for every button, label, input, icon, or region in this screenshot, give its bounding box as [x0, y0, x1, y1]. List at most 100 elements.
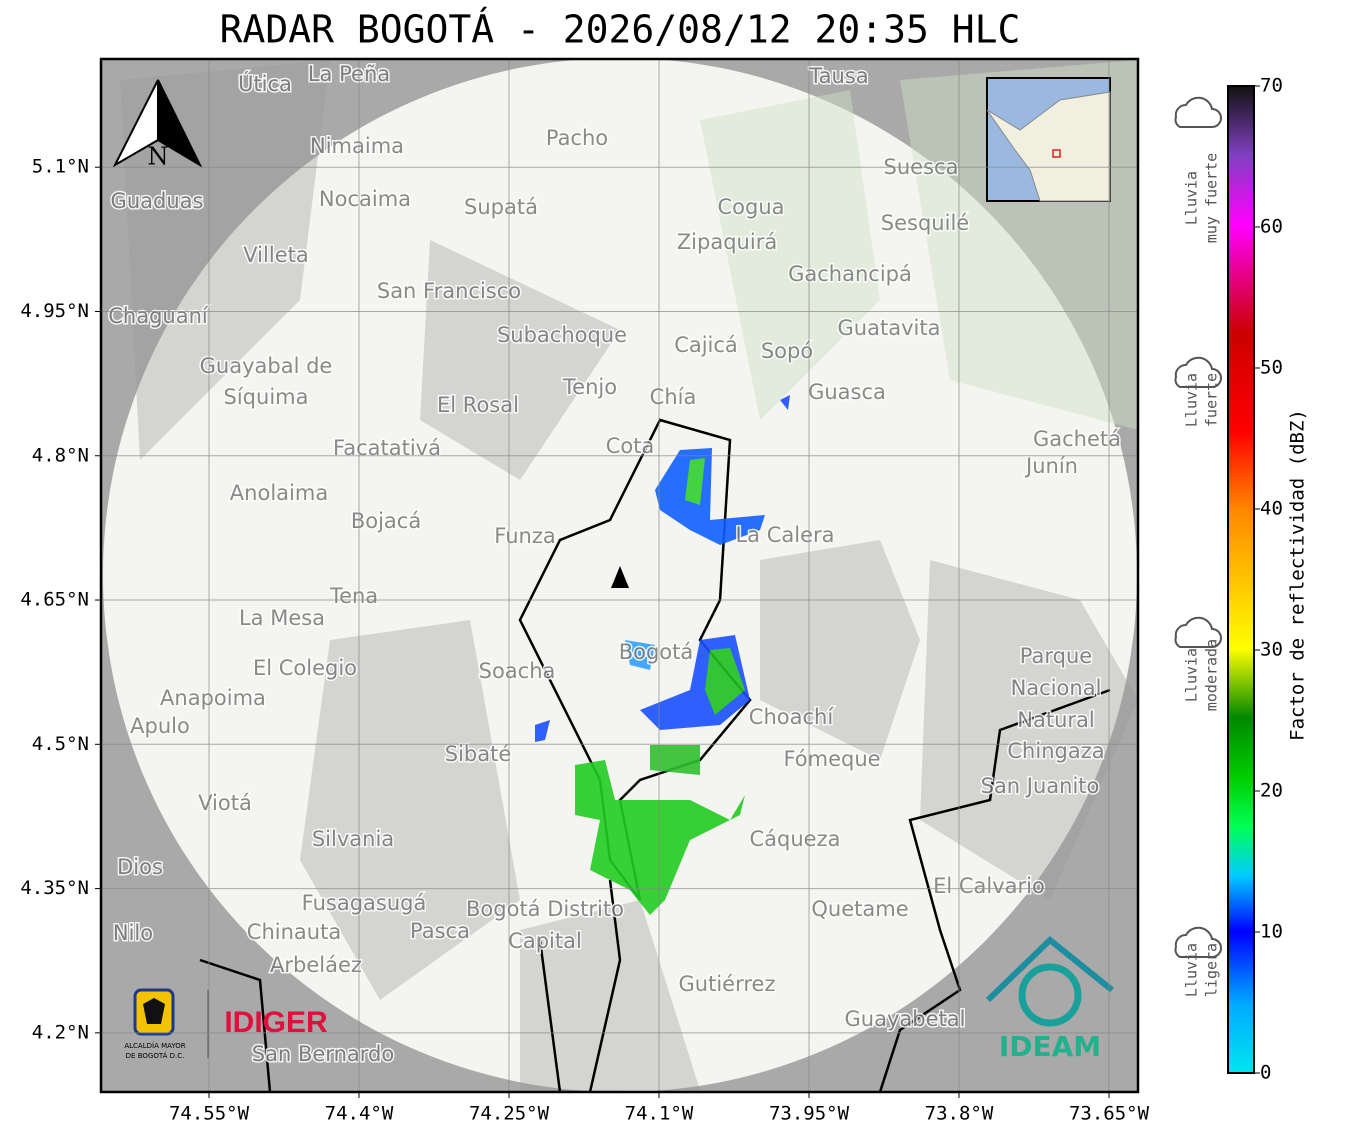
place-label: Guayabetal	[845, 1007, 966, 1031]
place-label: Tausa	[808, 64, 868, 88]
place-label: El Colegio	[253, 656, 357, 680]
alcaldia-text: ALCALDÍA MAYOR	[124, 1041, 185, 1050]
place-label: Subachoque	[497, 323, 627, 347]
y-tick-label: 4.95°N	[20, 300, 89, 322]
place-label: Útica	[238, 71, 292, 96]
place-label: Anolaima	[230, 481, 328, 505]
place-label: Silvania	[312, 827, 394, 851]
rain-category: fuerte	[1203, 373, 1221, 427]
map-frame	[99, 57, 1140, 1094]
x-tick-label: 74.55°W	[169, 1103, 250, 1125]
colorbar-tick-label: 0	[1260, 1062, 1271, 1084]
rain-category: Lluvia	[1183, 943, 1201, 997]
rain-category: moderada	[1203, 639, 1221, 711]
colorbar-tick-label: 30	[1260, 639, 1283, 661]
idiger-logo: IDIGER	[224, 1006, 328, 1039]
place-label: La Mesa	[239, 606, 325, 630]
rain-category: Lluvia	[1183, 373, 1201, 427]
place-label: Gutiérrez	[679, 972, 776, 996]
place-label: San Juanito	[981, 774, 1100, 798]
place-label: Natural	[1017, 708, 1094, 732]
place-label: Quetame	[811, 897, 908, 921]
place-label: Supatá	[464, 195, 538, 219]
place-label: Guaduas	[111, 189, 204, 213]
x-tick-label: 73.95°W	[769, 1103, 850, 1125]
x-tick-label: 74.1°W	[625, 1103, 694, 1125]
place-label: Gachancipá	[788, 262, 912, 286]
place-label: Zipaquirá	[677, 230, 777, 254]
place-label: Gachetá	[1033, 427, 1121, 451]
y-tick-label: 4.8°N	[32, 444, 89, 466]
place-label: Guasca	[808, 380, 886, 404]
place-label: Chingaza	[1007, 739, 1104, 763]
place-label: Sesquilé	[881, 211, 969, 235]
place-label: Chinauta	[247, 920, 341, 944]
place-label: Choachí	[749, 705, 835, 729]
place-label: Bogotá Distrito	[466, 897, 624, 921]
colorbar-tick-label: 60	[1260, 216, 1283, 238]
place-label: Chaguaní	[108, 304, 209, 328]
y-tick-label: 5.1°N	[32, 156, 89, 178]
rain-category: Lluvia	[1183, 171, 1201, 225]
place-label: Nilo	[113, 921, 153, 945]
place-label: Bogotá	[619, 640, 694, 664]
place-label: Arbeláez	[270, 953, 362, 977]
alcaldia-text: DE BOGOTÁ D.C.	[126, 1051, 185, 1060]
place-label: Anapoima	[160, 686, 266, 710]
place-label: Capital	[508, 929, 582, 953]
place-label: San Bernardo	[252, 1042, 394, 1066]
place-label: Parque	[1020, 644, 1092, 668]
place-label: Chía	[650, 385, 697, 409]
place-label: Cáqueza	[750, 827, 841, 851]
place-label: Sibaté	[445, 742, 512, 766]
rain-category: ligera	[1203, 943, 1221, 997]
rain-icon	[1174, 926, 1222, 958]
place-label: Cogua	[717, 195, 784, 219]
place-label: Nacional	[1011, 676, 1102, 700]
place-label: Villeta	[243, 243, 308, 267]
place-label: San Francisco	[377, 279, 521, 303]
x-tick-label: 74.25°W	[469, 1103, 550, 1125]
place-label: Guatavita	[838, 316, 941, 340]
place-label: La Peña	[308, 62, 390, 86]
place-label: Cajicá	[674, 333, 738, 357]
place-label: El Calvario	[933, 874, 1045, 898]
ideam-logo: IDEAM	[999, 1030, 1101, 1063]
rain-icon	[1174, 616, 1222, 648]
place-label: Pacho	[546, 126, 608, 150]
x-tick-label: 73.8°W	[925, 1103, 994, 1125]
place-label: Pasca	[410, 919, 470, 943]
place-label: Cota	[606, 434, 655, 458]
rain-category: muy fuerte	[1203, 153, 1221, 243]
y-tick-label: 4.5°N	[32, 733, 89, 755]
colorbar-tick-label: 40	[1260, 498, 1283, 520]
place-label: Tena	[329, 584, 378, 608]
place-label: Viotá	[198, 791, 252, 815]
place-label: Fusagasugá	[302, 891, 427, 915]
place-label: Junín	[1024, 454, 1078, 478]
place-label: Facatativá	[333, 436, 441, 460]
place-label: Nocaima	[319, 187, 411, 211]
place-label: Tenjo	[562, 375, 617, 399]
colorbar-tick-label: 70	[1260, 75, 1283, 97]
title: RADAR BOGOTÁ - 2026/08/12 20:35 HLC	[220, 8, 1021, 52]
colorbar-tick-label: 10	[1260, 921, 1283, 943]
place-label: Nimaima	[310, 134, 404, 158]
rain-category: Lluvia	[1183, 648, 1201, 702]
place-label: Fómeque	[783, 747, 880, 771]
place-label: Funza	[494, 524, 555, 548]
y-tick-label: 4.65°N	[20, 589, 89, 611]
y-tick-label: 4.35°N	[20, 877, 89, 899]
place-label: Sopó	[761, 339, 813, 363]
y-tick-label: 4.2°N	[32, 1021, 89, 1043]
place-label: Dios	[117, 855, 163, 879]
place-label: Guayabal de	[200, 354, 333, 378]
colorbar-label: Factor de reflectividad (dBZ)	[1287, 409, 1309, 741]
place-label: Soacha	[479, 659, 556, 683]
place-label: La Calera	[735, 523, 834, 547]
colorbar	[1227, 85, 1255, 1074]
place-label: Síquima	[224, 385, 309, 409]
colorbar-tick-label: 20	[1260, 780, 1283, 802]
place-label: El Rosal	[437, 393, 519, 417]
